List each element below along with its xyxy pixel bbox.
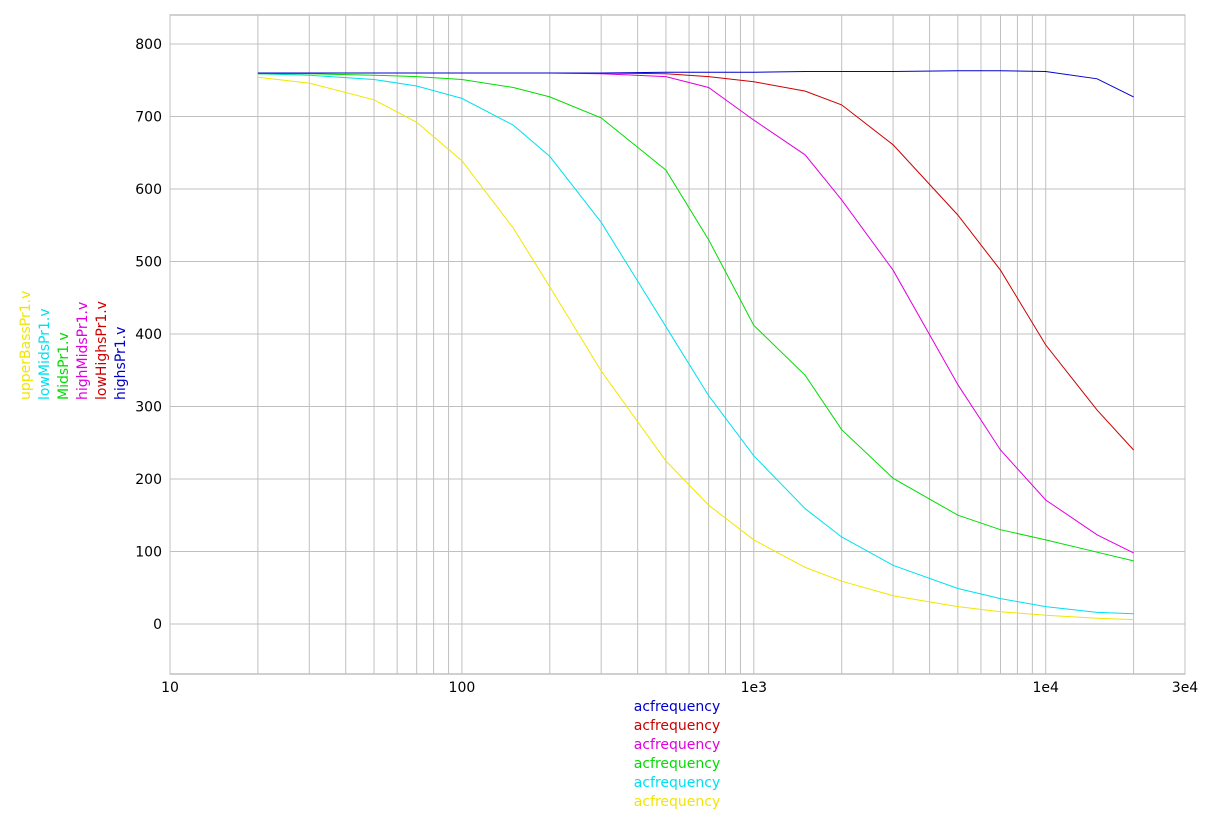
y-tick-label: 700	[135, 109, 162, 125]
y-tick-label: 600	[135, 182, 162, 198]
x-tick-label: 10	[161, 680, 179, 696]
y-tick-label: 400	[135, 327, 162, 343]
x-tick-label: 1e4	[1033, 680, 1060, 696]
series-line	[257, 73, 1134, 562]
y-tick-label: 100	[135, 544, 162, 560]
series-line	[257, 72, 1134, 554]
series-line	[257, 73, 1134, 615]
y-tick-label: 0	[153, 617, 162, 633]
y-tick-label: 800	[135, 37, 162, 53]
legend-entry: upperBassPr1.v	[18, 291, 34, 400]
x-axis-label: acfrequency	[634, 699, 721, 715]
y-tick-label: 300	[135, 399, 162, 415]
legend-entry: lowHighsPr1.v	[94, 301, 110, 400]
legend-entry: MidsPr1.v	[56, 332, 72, 400]
x-axis-label: acfrequency	[634, 718, 721, 734]
x-tick-label: 3e4	[1172, 680, 1199, 696]
series-line	[257, 76, 1134, 621]
y-tick-label: 200	[135, 472, 162, 488]
x-axis-label: acfrequency	[634, 794, 721, 810]
legend-entry: lowMidsPr1.v	[37, 308, 53, 400]
x-axis-label: acfrequency	[634, 775, 721, 791]
x-axis-label: acfrequency	[634, 756, 721, 772]
series-line	[257, 70, 1134, 98]
x-tick-label: 100	[449, 680, 476, 696]
x-axis-label: acfrequency	[634, 737, 721, 753]
legend-entry: highsPr1.v	[113, 327, 129, 400]
y-tick-label: 500	[135, 254, 162, 270]
x-tick-label: 1e3	[741, 680, 767, 696]
legend-entry: highMidsPr1.v	[75, 302, 91, 400]
